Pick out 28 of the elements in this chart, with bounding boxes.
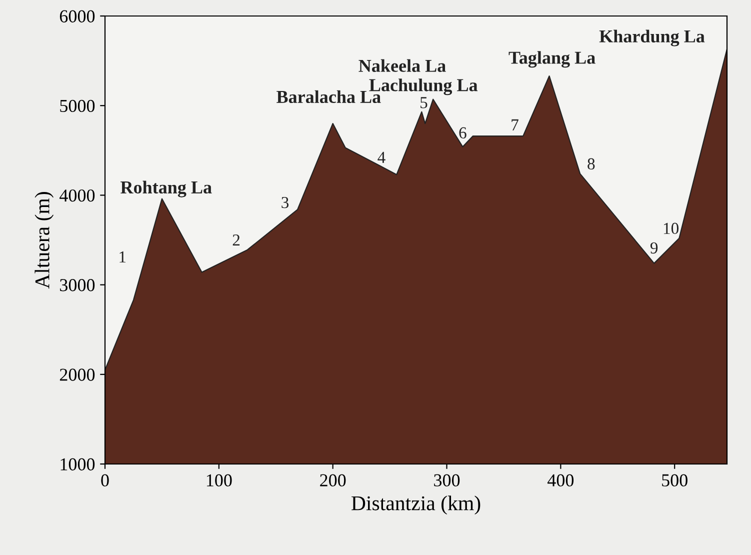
annotation: 5 <box>420 97 428 108</box>
y-tick-label: 3000 <box>60 279 95 292</box>
y-tick-label: 2000 <box>60 368 95 381</box>
x-tick-label: 300 <box>434 474 460 486</box>
annotation: 6 <box>459 127 466 138</box>
x-tick-label: 200 <box>320 474 346 486</box>
x-tick-label: 100 <box>206 474 232 486</box>
annotation: Khardung La <box>599 30 705 46</box>
annotation: 9 <box>650 242 658 254</box>
annotation: 4 <box>378 152 386 163</box>
y-tick-label: 4000 <box>60 189 95 202</box>
x-tick-label: 500 <box>662 474 688 486</box>
y-tick-label: 6000 <box>60 10 95 22</box>
annotation: Taglang La <box>508 51 596 68</box>
x-tick-label: 0 <box>101 474 109 486</box>
y-tick-label: 5000 <box>60 100 95 112</box>
x-tick-label: 400 <box>547 474 574 486</box>
annotation: 7 <box>512 119 518 130</box>
annotation: 1 <box>120 251 126 262</box>
x-axis-title: Distantzia (km) <box>352 496 480 515</box>
y-axis-title: Altuera (m) <box>34 192 54 289</box>
annotation: Nakeela La <box>358 59 446 72</box>
annotation: Rohtang La <box>120 180 212 198</box>
annotation: 2 <box>232 234 240 246</box>
annotation: 10 <box>664 222 679 234</box>
annotation: 3 <box>282 196 289 208</box>
y-tick-label: 1000 <box>60 458 95 470</box>
annotation: 8 <box>588 158 595 170</box>
